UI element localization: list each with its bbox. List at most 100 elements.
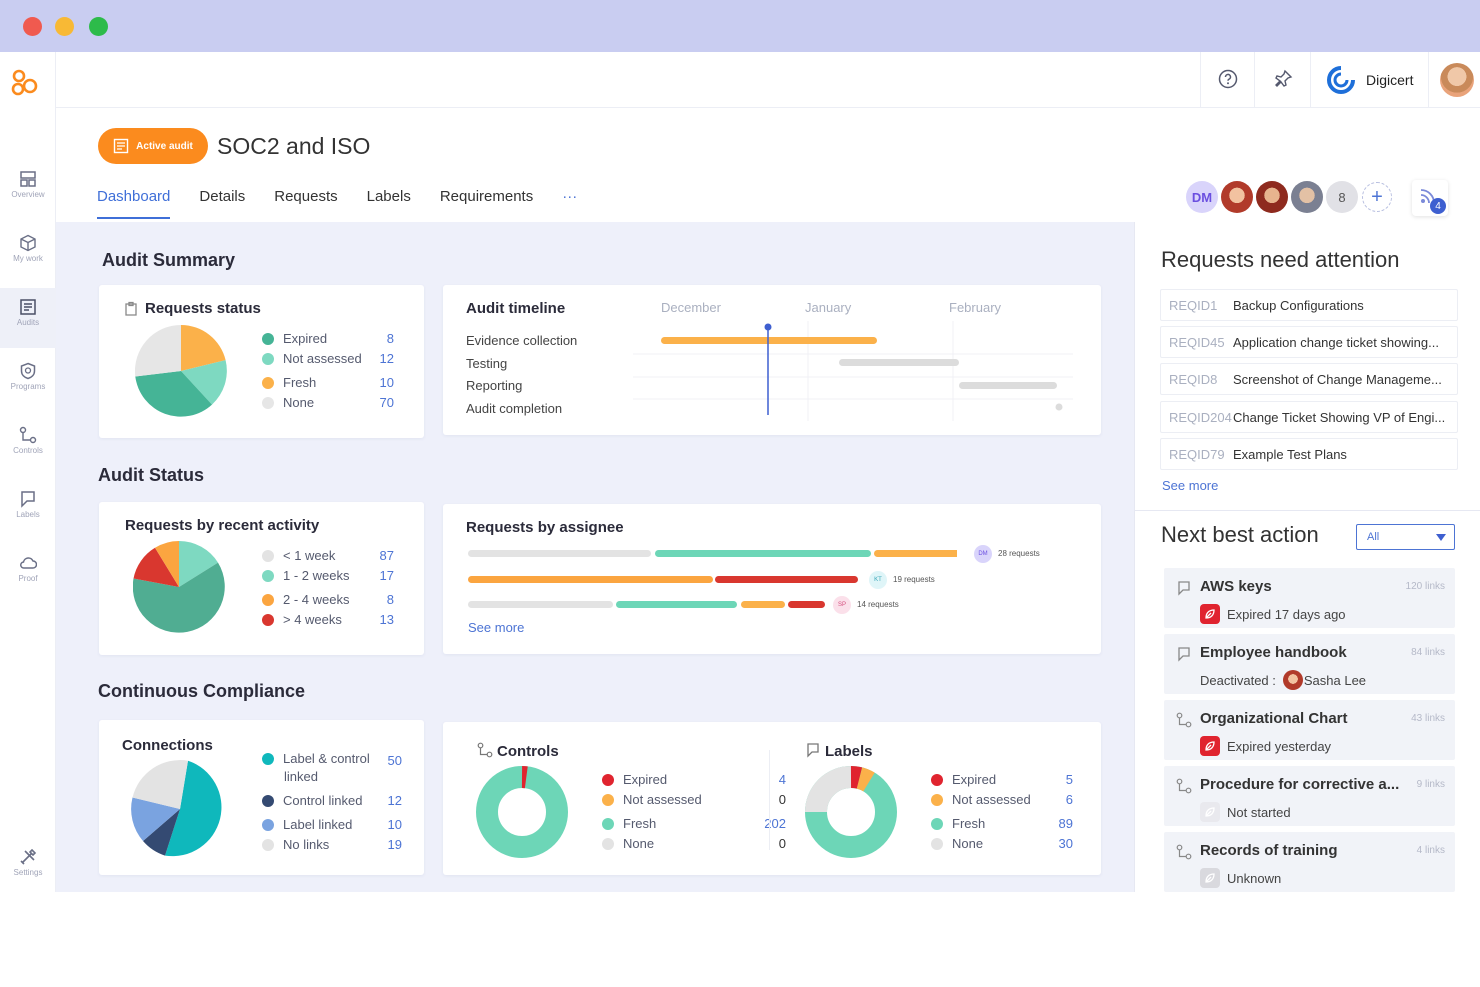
assignee-avatar[interactable]: SP [833, 596, 851, 614]
assignee-avatar[interactable]: DM [974, 545, 992, 563]
legend-label: Expired [283, 331, 328, 346]
sidebar-item-audits[interactable]: Audits [0, 288, 56, 348]
organization-name: Digicert [1366, 72, 1414, 88]
legend-dot [602, 818, 614, 830]
timeline-row-label: Audit completion [466, 401, 563, 416]
legend-item: Expired [262, 331, 327, 346]
pin-icon[interactable] [1273, 69, 1293, 89]
attention-request-item[interactable]: REQID8 Screenshot of Change Manageme... [1160, 363, 1458, 395]
legend-label: Expired [952, 772, 997, 787]
connections-card: Connections Label & control linked 50 Co… [99, 720, 424, 875]
add-member-button[interactable]: + [1362, 182, 1392, 212]
tab-labels[interactable]: Labels [366, 188, 411, 205]
sidebar-item-proof[interactable]: Proof [0, 544, 56, 604]
close-window-button[interactable] [23, 17, 42, 36]
sidebar-item-my-work[interactable]: My work [0, 224, 56, 284]
legend-dot [931, 774, 943, 786]
section-title-status: Audit Status [98, 465, 204, 485]
pie-slice-control-linked [143, 809, 180, 856]
member-avatar[interactable] [1291, 181, 1323, 213]
action-links-count: 4 links [1416, 845, 1445, 856]
controls-labels-card: Controls Expired 4 Not assessed 0 Fresh … [443, 722, 1101, 875]
sidebar-item-programs[interactable]: Programs [0, 352, 56, 412]
assignee-bar-segment [655, 550, 871, 557]
help-icon[interactable] [1218, 69, 1238, 89]
timeline-month: February [949, 300, 1002, 315]
legend-value: 6 [1065, 792, 1073, 807]
tab-details[interactable]: Details [199, 188, 246, 205]
tab-requests[interactable]: Requests [274, 188, 338, 205]
sidebar-item-settings[interactable]: Settings [0, 838, 56, 892]
sidebar-item-controls[interactable]: Controls [0, 416, 56, 476]
legend-label: 1 - 2 weeks [283, 568, 350, 583]
legend-item: Not assessed [602, 792, 702, 807]
tab-more[interactable]: ··· [562, 188, 578, 205]
action-title: Employee handbook [1200, 644, 1347, 661]
legend-dot [602, 774, 614, 786]
action-item[interactable]: AWS keys 120 links Expired 17 days ago [1164, 568, 1455, 628]
sidebar-item-label: Settings [13, 868, 43, 877]
organization-switcher[interactable]: Digicert [1326, 65, 1413, 95]
sidebar-item-label: Audits [16, 318, 40, 327]
legend-dot [262, 819, 274, 831]
member-avatar-initials[interactable]: DM [1186, 181, 1218, 213]
action-item[interactable]: Procedure for corrective a... 9 links No… [1164, 766, 1455, 826]
tools-icon [20, 848, 37, 865]
legend-value: 0 [778, 792, 786, 807]
divider [1134, 510, 1480, 511]
more-members-count[interactable]: 8 [1326, 181, 1358, 213]
expired-badge-icon [1200, 604, 1220, 624]
dashboard-main: Audit Summary Requests status Expired 8 … [56, 222, 1134, 892]
minimize-window-button[interactable] [55, 17, 74, 36]
audit-timeline-card: Audit timeline December January February… [443, 285, 1101, 435]
pie-slice-label-control-linked [165, 760, 222, 857]
assignee-initials: KT [874, 577, 882, 583]
legend-dot [262, 333, 274, 345]
legend-item: None [931, 836, 983, 851]
legend-label: None [952, 836, 984, 851]
attention-request-item[interactable]: REQID204 Change Ticket Showing VP of Engi… [1160, 401, 1458, 433]
action-item[interactable]: Employee handbook 84 links Deactivated :… [1164, 634, 1455, 694]
action-links-count: 9 links [1416, 779, 1445, 790]
user-avatar[interactable] [1440, 63, 1474, 97]
status-text: Not started [1227, 804, 1291, 820]
tab-requirements[interactable]: Requirements [439, 188, 534, 205]
timeline-bar-evidence [661, 337, 877, 344]
action-item[interactable]: Organizational Chart 43 links Expired ye… [1164, 700, 1455, 760]
assignee-avatar[interactable]: KT [869, 571, 887, 589]
action-filter-select[interactable]: All [1356, 524, 1455, 550]
legend-value: 8 [386, 592, 394, 607]
request-title: Example Test Plans [1233, 446, 1347, 462]
tab-dashboard[interactable]: Dashboard [97, 188, 171, 219]
request-id: REQID204 [1169, 409, 1232, 425]
sidebar-item-overview[interactable]: Overview [0, 160, 56, 220]
attention-request-item[interactable]: REQID79 Example Test Plans [1160, 438, 1458, 470]
app-logo-icon[interactable] [10, 68, 40, 98]
legend-value: 4 [778, 772, 786, 787]
timeline-gantt [633, 321, 1073, 421]
leaf-icon [1205, 807, 1215, 817]
see-more-link[interactable]: See more [1162, 478, 1219, 493]
legend-value: 12 [379, 351, 394, 366]
legend-value: 12 [387, 793, 402, 808]
member-avatar[interactable] [1256, 181, 1288, 213]
connections-pie-chart [131, 760, 222, 857]
sidebar-item-label: Programs [10, 382, 46, 391]
action-item[interactable]: Records of training 4 links Unknown [1164, 832, 1455, 892]
status-text: Unknown [1227, 870, 1282, 886]
attention-request-item[interactable]: REQID45 Application change ticket showing… [1160, 326, 1458, 358]
cloud-icon [20, 557, 37, 569]
activity-feed-button[interactable]: 4 [1412, 180, 1448, 216]
attention-request-item[interactable]: REQID1 Backup Configurations [1160, 289, 1458, 321]
overview-icon [20, 171, 36, 187]
legend-label: > 4 weeks [283, 612, 342, 627]
see-more-link[interactable]: See more [468, 620, 525, 635]
timeline-bar-reporting [959, 382, 1057, 389]
legend-item: Label & control [262, 751, 370, 766]
sidebar-item-labels[interactable]: Labels [0, 480, 56, 540]
assignee-bar-segment [616, 601, 737, 608]
label-icon [1178, 581, 1190, 596]
member-avatar[interactable] [1221, 181, 1253, 213]
legend-item: None [262, 395, 314, 410]
maximize-window-button[interactable] [89, 17, 108, 36]
